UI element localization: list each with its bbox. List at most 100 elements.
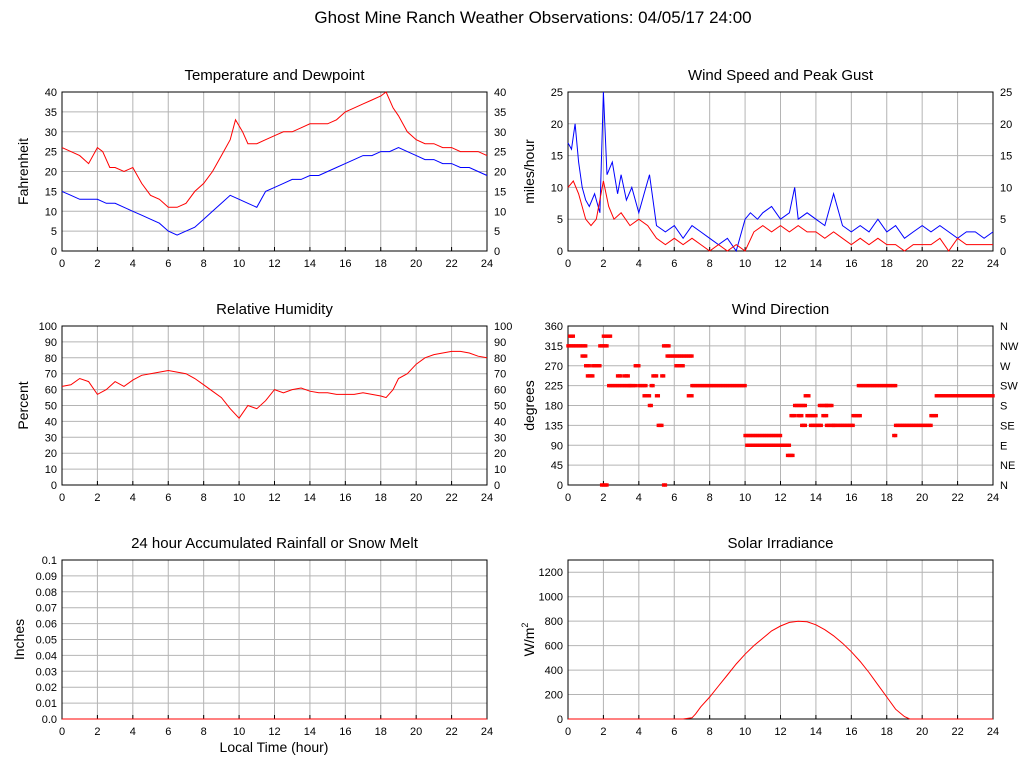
direction-point [957, 394, 962, 398]
x-tick-label: 18 [881, 726, 893, 738]
direction-point [929, 423, 933, 428]
x-tick-label: 8 [201, 492, 207, 504]
direction-point [587, 364, 591, 368]
direction-point [814, 423, 818, 428]
direction-point [812, 423, 816, 428]
x-tick-label: 16 [845, 726, 857, 738]
x-tick-label: 12 [268, 726, 280, 738]
direction-marks [743, 433, 783, 438]
direction-point [607, 334, 611, 338]
direction-point [856, 413, 861, 418]
direction-point [980, 394, 985, 398]
direction-point [642, 394, 646, 398]
direction-point [605, 483, 609, 487]
x-tick-label: 16 [845, 258, 857, 270]
y-tick-label: 25 [551, 87, 563, 99]
direction-point [653, 374, 657, 378]
y-tick-label: 90 [45, 337, 57, 349]
direction-point [622, 383, 627, 388]
x-tick-label: 16 [339, 726, 351, 738]
direction-point [573, 344, 577, 348]
chart-title: Temperature and Dewpoint [184, 67, 365, 84]
direction-point [582, 354, 586, 358]
direction-point [584, 344, 588, 348]
direction-point [591, 374, 595, 378]
direction-point [808, 413, 813, 418]
direction-point [810, 423, 815, 428]
direction-point [791, 413, 795, 418]
direction-point [846, 423, 850, 428]
direction-point [619, 374, 623, 378]
y-right-tick-label: E [1000, 440, 1007, 452]
direction-marks [796, 413, 804, 418]
direction-point [893, 423, 898, 428]
direction-point [730, 383, 735, 388]
x-tick-label: 22 [951, 726, 963, 738]
direction-point [750, 433, 754, 438]
x-tick-label: 24 [987, 726, 999, 738]
direction-point [771, 443, 776, 447]
x-tick-label: 18 [375, 492, 387, 504]
y-right-tick-label: 5 [494, 226, 500, 238]
main-title: Ghost Mine Ranch Weather Observations: 0… [314, 8, 752, 27]
direction-point [608, 334, 613, 338]
direction-marks [622, 374, 630, 378]
y-right-tick-label: 20 [1000, 119, 1012, 131]
direction-point [801, 403, 806, 408]
direction-point [644, 383, 648, 388]
direction-point [814, 413, 818, 418]
direction-point [667, 354, 671, 358]
direction-marks [800, 423, 807, 428]
direction-point [754, 433, 758, 438]
direction-point [667, 344, 671, 348]
direction-marks [893, 423, 933, 428]
direction-point [922, 423, 926, 428]
direction-point [948, 394, 953, 398]
direction-point [645, 394, 650, 398]
direction-point [851, 413, 855, 418]
direction-point [661, 374, 666, 378]
x-tick-label: 2 [600, 492, 606, 504]
direction-point [817, 403, 822, 408]
direction-point [893, 433, 898, 438]
direction-point [968, 394, 972, 398]
direction-point [826, 423, 831, 428]
direction-point [637, 364, 641, 368]
x-tick-label: 16 [339, 258, 351, 270]
direction-point [932, 413, 937, 418]
direction-point [778, 433, 783, 438]
x-tick-label: 18 [375, 726, 387, 738]
chart-title: Wind Speed and Peak Gust [688, 67, 874, 84]
direction-point [991, 394, 995, 398]
direction-point [674, 354, 678, 358]
y-right-tick-label: 20 [494, 167, 506, 179]
direction-point [828, 403, 832, 408]
direction-point [589, 374, 593, 378]
direction-point [571, 334, 576, 338]
x-tick-label: 4 [130, 258, 136, 270]
direction-point [615, 374, 620, 378]
y-right-tick-label: 60 [494, 385, 506, 397]
x-tick-label: 14 [810, 492, 822, 504]
y-tick-label: 0.02 [36, 682, 57, 694]
direction-point [635, 364, 639, 368]
direction-point [679, 354, 684, 358]
y-tick-label: 0 [557, 480, 563, 492]
direction-point [792, 403, 797, 408]
x-tick-label: 22 [445, 258, 457, 270]
direction-point [584, 364, 588, 368]
x-tick-label: 22 [445, 492, 457, 504]
x-tick-label: 24 [481, 258, 493, 270]
x-tick-label: 20 [916, 258, 928, 270]
chart-title: 24 hour Accumulated Rainfall or Snow Mel… [131, 535, 419, 552]
direction-point [716, 383, 721, 388]
series-line-red [61, 350, 488, 419]
y-right-tick-label: 15 [1000, 151, 1012, 163]
y-right-tick-label: 40 [494, 87, 506, 99]
direction-point [773, 443, 777, 447]
direction-point [924, 423, 928, 428]
y-tick-label: 20 [45, 448, 57, 460]
